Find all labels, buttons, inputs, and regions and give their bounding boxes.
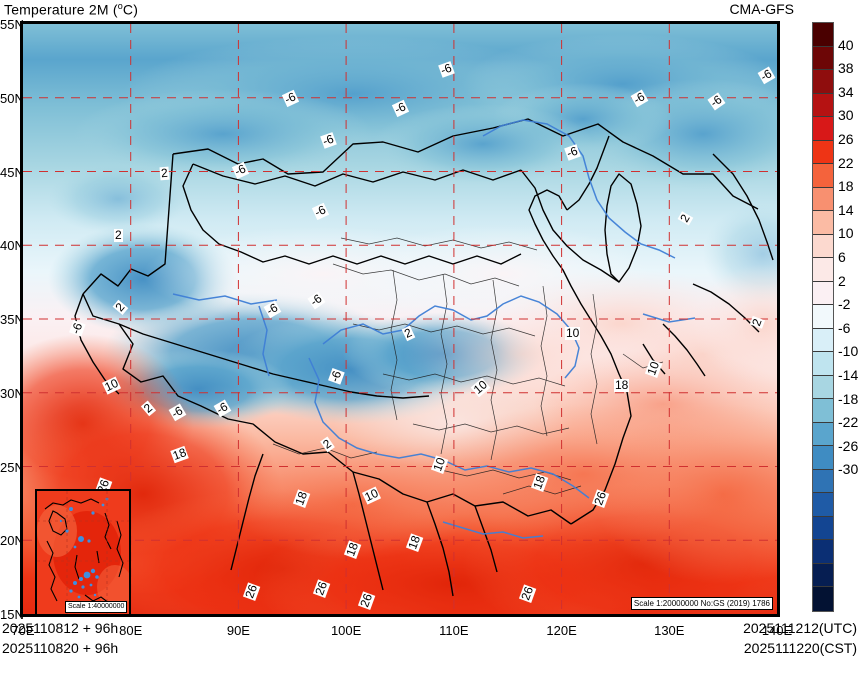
colorbar-band-23 (813, 563, 833, 588)
y-tick-35N: 35N (0, 312, 24, 327)
colorbar-band-17 (813, 422, 833, 447)
init-time-cst-label: 2025110820 + 96h (2, 640, 119, 656)
colorbar-tick-22: 22 (838, 154, 854, 171)
valid-time-utc-label: 2025111212(UTC) (743, 620, 857, 636)
colorbar-tick-minus10: -10 (838, 343, 859, 360)
colorbar-tick-minus30: -30 (838, 461, 859, 478)
y-tick-20N: 20N (0, 533, 24, 549)
south-china-sea-inset-map: Scale 1:40000000 (35, 489, 131, 614)
y-tick-40N: 40N (0, 238, 24, 254)
x-tick-100E: 100E (330, 623, 362, 638)
colorbar-band-2 (813, 70, 833, 94)
contour-label-10-18: 10 (565, 326, 581, 340)
colorbar-band-16 (813, 399, 833, 423)
colorbar-tick-minus14: -14 (838, 367, 859, 383)
colorbar-tick-40: 40 (838, 36, 854, 53)
x-tick-80E: 80E (119, 623, 143, 638)
colorbar-band-21 (813, 516, 833, 541)
x-tick-90E: 90E (226, 623, 250, 638)
valid-time-cst-label: 2025111220(CST) (743, 640, 857, 656)
colorbar-band-11 (813, 281, 833, 306)
colorbar-tick-minus22: -22 (838, 414, 859, 431)
colorbar-band-7 (813, 187, 833, 212)
colorbar-band-12 (813, 305, 833, 329)
x-tick-120E: 120E (546, 623, 577, 638)
colorbar-band-8 (813, 211, 833, 235)
colorbar-band-14 (813, 352, 833, 376)
colorbar-tick-6: 6 (838, 249, 846, 265)
colorbar-band-4 (813, 117, 833, 141)
map-canvas: -6 -6 -6 -6 -6 -6 -6 2 -6 -6 -6 2 2 2 -6 -6 2 -6 10 2 -6 10 10… (23, 24, 777, 614)
colorbar-band-10 (813, 258, 833, 282)
y-tick-45N: 45N (0, 164, 24, 180)
coastline-layer (74, 118, 774, 597)
colorbar-tick-14: 14 (838, 201, 854, 218)
colorbar-band-24 (813, 587, 833, 611)
colorbar-tick-10: 10 (838, 225, 854, 242)
colorbar-band-22 (813, 540, 833, 564)
colorbar-tick-30: 30 (838, 107, 854, 124)
x-tick-70E: 70E (11, 623, 35, 638)
colorbar-band-19 (813, 469, 833, 494)
colorbar-band-13 (813, 328, 833, 353)
y-tick-15N: 15N (0, 607, 24, 622)
colorbar-band-9 (813, 234, 833, 259)
colorbar-tick-26: 26 (838, 131, 854, 147)
colorbar-band-0 (813, 23, 833, 47)
colorbar-tick-34: 34 (838, 83, 854, 100)
page-title: Temperature 2M (oC) (4, 1, 139, 18)
colorbar-tick-2: 2 (838, 272, 846, 289)
temperature-colorbar[interactable] (812, 22, 834, 612)
colorbar-tick-minus2: -2 (838, 296, 851, 313)
colorbar-band-5 (813, 140, 833, 165)
chart-header: Temperature 2M (oC) CMA-GFS (0, 0, 859, 20)
colorbar-band-1 (813, 46, 833, 71)
colorbar-band-18 (813, 446, 833, 470)
init-time-utc-label: 2025110812 + 96h (2, 620, 119, 636)
x-tick-110E: 110E (439, 623, 469, 638)
province-boundary-layer (272, 237, 664, 495)
inset-map-svg (37, 491, 129, 614)
colorbar-band-3 (813, 93, 833, 118)
colorbar-tick-38: 38 (838, 60, 854, 77)
x-tick-140E: 140E (761, 623, 793, 638)
colorbar-tick-18: 18 (838, 178, 854, 195)
map-scale-label: Scale 1:20000000 No:GS (2019) 1786 (630, 597, 773, 610)
y-tick-25N: 25N (0, 459, 24, 475)
contour-label-2-12: 2 (114, 228, 123, 242)
y-tick-50N: 50N (0, 90, 24, 106)
y-tick-30N: 30N (0, 385, 24, 401)
contour-label-18-23: 18 (614, 378, 630, 392)
colorbar-tick-minus6: -6 (838, 319, 851, 336)
x-tick-130E: 130E (654, 623, 685, 638)
colorbar-band-15 (813, 375, 833, 400)
model-name: CMA-GFS (729, 1, 794, 17)
map-plot-frame: -6 -6 -6 -6 -6 -6 -6 2 -6 -6 -6 2 2 2 -6 -6 2 -6 10 2 -6 10 10… (20, 21, 780, 617)
inset-scale-label: Scale 1:40000000 (65, 601, 128, 613)
colorbar-band-20 (813, 493, 833, 517)
colorbar-tick-minus18: -18 (838, 390, 859, 407)
contour-label-2-7: 2 (159, 165, 170, 181)
y-tick-55N: 55N (0, 17, 24, 32)
colorbar-tick-minus26: -26 (838, 437, 859, 454)
graticule-layer (23, 24, 777, 614)
colorbar-band-6 (813, 164, 833, 188)
degree-symbol: o (117, 1, 123, 11)
